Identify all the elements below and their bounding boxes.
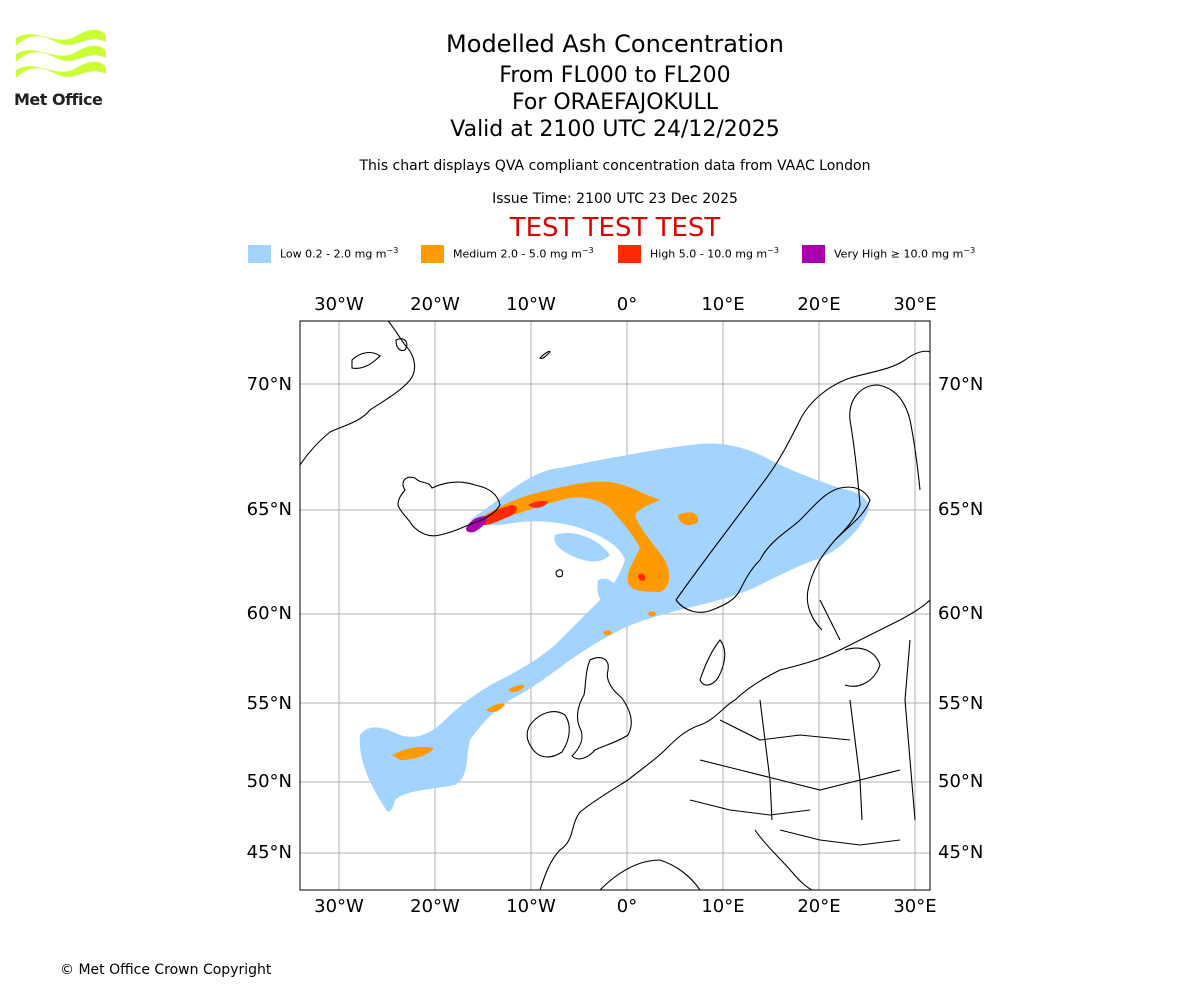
ash-medium [392,481,699,760]
flight-levels: From FL000 to FL200 [499,63,731,88]
lon-tick-top: 30°W [314,294,364,315]
valid-time: Valid at 2100 UTC 24/12/2025 [450,117,780,142]
legend-swatch-medium [421,245,444,263]
lat-tick-right: 65°N [938,499,983,520]
lat-tick-left: 60°N [247,603,292,624]
lat-tick-right: 70°N [938,374,983,395]
lat-ticks-right: 70°N 65°N 60°N 55°N 50°N 45°N [938,374,983,863]
lat-tick-left: 65°N [247,499,292,520]
lon-tick-bottom: 30°E [893,896,936,917]
lat-tick-right: 60°N [938,603,983,624]
legend-label-low: Low 0.2 - 2.0 mg m [280,247,387,261]
lat-tick-left: 45°N [247,842,292,863]
coastlines [300,321,930,890]
legend-label-high: High 5.0 - 10.0 mg m [650,247,768,261]
met-office-logo: Met Office [14,28,110,112]
lon-tick-top: 20°E [797,294,840,315]
lat-ticks-left: 70°N 65°N 60°N 55°N 50°N 45°N [247,374,292,863]
lat-tick-right: 45°N [938,842,983,863]
lat-tick-left: 70°N [247,374,292,395]
lon-tick-top: 20°W [410,294,460,315]
lon-tick-bottom: 20°W [410,896,460,917]
lon-tick-top: 10°W [506,294,556,315]
legend-label-medium: Medium 2.0 - 5.0 mg m [453,247,582,261]
ash-low [359,443,869,812]
volcano-name: For ORAEFAJOKULL [512,90,718,115]
lat-tick-right: 50°N [938,771,983,792]
logo-text: Met Office [14,90,103,109]
lat-tick-left: 55°N [247,693,292,714]
lon-tick-bottom: 0° [617,896,637,917]
lon-tick-top: 10°E [701,294,744,315]
legend-swatch-high [618,245,641,263]
lon-tick-bottom: 10°W [506,896,556,917]
lon-tick-bottom: 20°E [797,896,840,917]
compliance-note: This chart displays QVA compliant concen… [359,158,871,174]
legend-swatch-very-high [802,245,825,263]
lon-tick-bottom: 10°E [701,896,744,917]
lon-ticks-bottom: 30°W 20°W 10°W 0° 10°E 20°E 30°E [314,896,936,917]
map-frame [299,320,931,891]
chart-title: Modelled Ash Concentration [446,30,784,58]
lat-tick-left: 50°N [247,771,292,792]
logo-waves-icon [16,29,106,78]
lon-tick-top: 30°E [893,294,936,315]
lat-tick-right: 55°N [938,693,983,714]
lon-ticks-top: 30°W 20°W 10°W 0° 10°E 20°E 30°E [314,294,936,315]
lon-tick-top: 0° [617,294,637,315]
test-banner: TEST TEST TEST [509,213,721,243]
legend-label-very-high: Very High ≥ 10.0 mg m [834,247,964,261]
lon-tick-bottom: 30°W [314,896,364,917]
legend-swatch-low [248,245,271,263]
issue-time: Issue Time: 2100 UTC 23 Dec 2025 [492,191,738,207]
copyright-notice: © Met Office Crown Copyright [60,962,272,978]
